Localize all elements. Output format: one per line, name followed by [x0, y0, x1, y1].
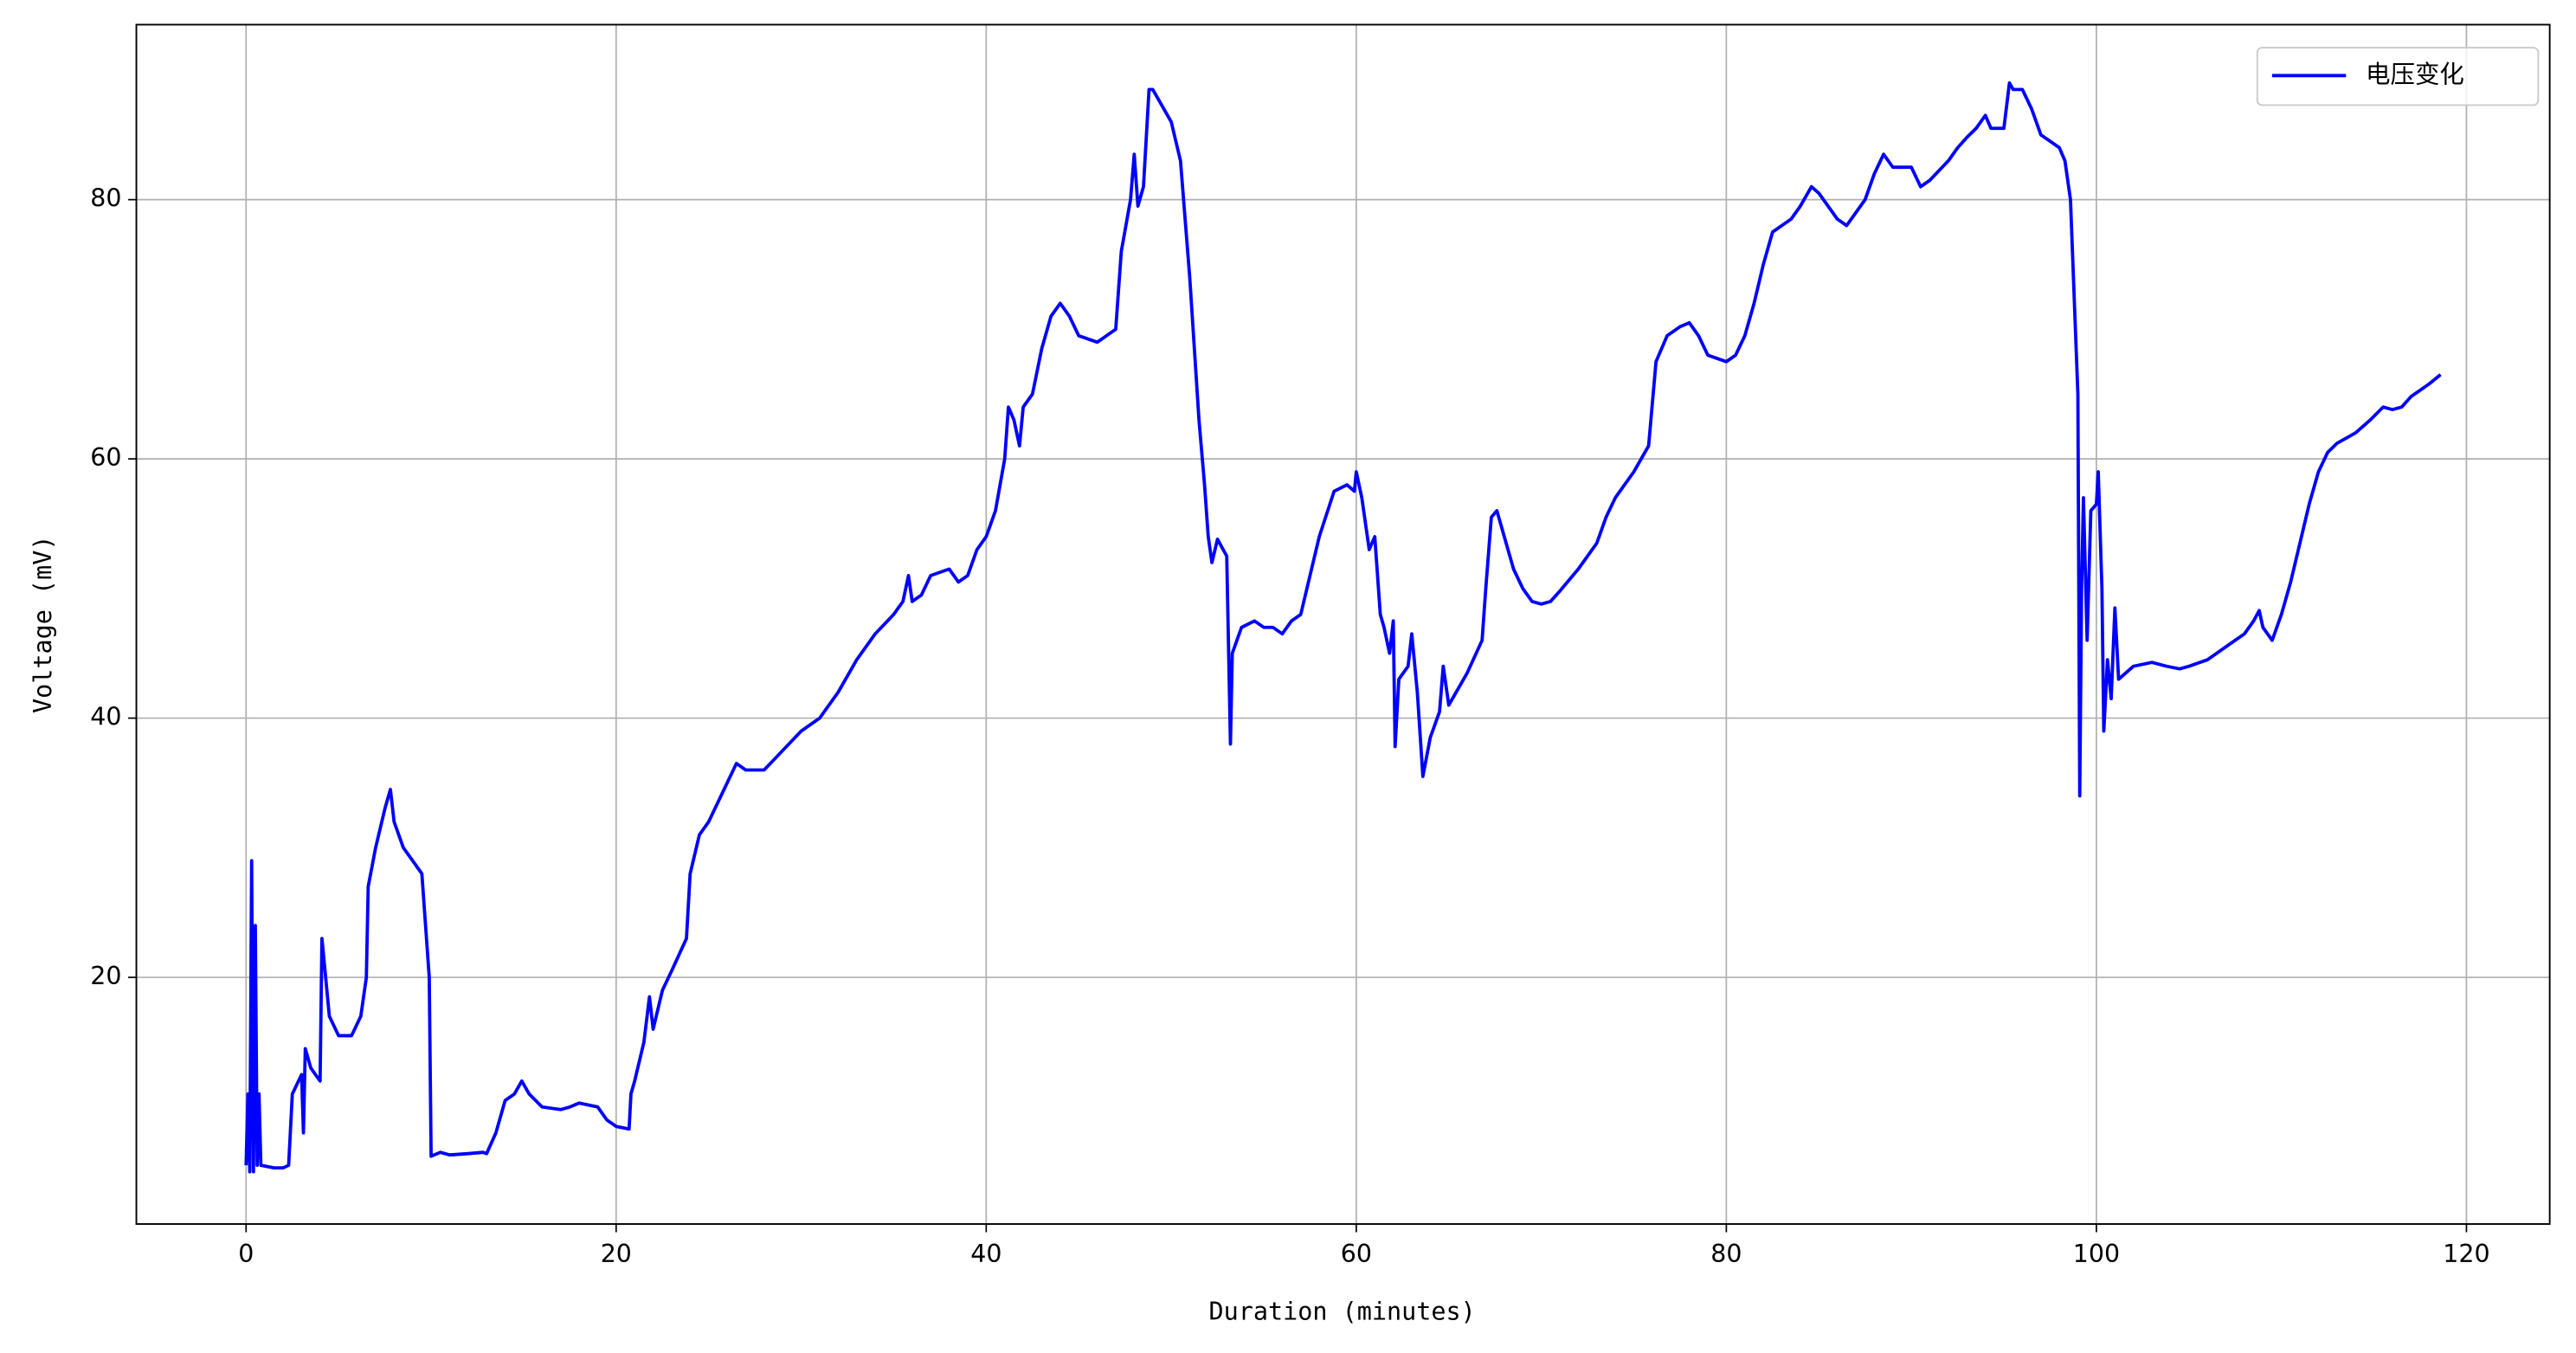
y-tick-label: 20	[90, 962, 121, 990]
y-tick-label: 60	[90, 443, 121, 472]
x-tick-label: 120	[2443, 1240, 2489, 1268]
y-axis-label: Voltage (mV)	[29, 535, 57, 713]
x-tick-label: 0	[238, 1240, 254, 1268]
legend-box	[2256, 47, 2540, 106]
y-tick-label: 40	[90, 703, 121, 731]
x-axis-label: Duration (minutes)	[1208, 1297, 1475, 1325]
x-tick-label: 40	[970, 1240, 1001, 1268]
x-tick-label: 20	[601, 1240, 632, 1268]
x-tick-label: 80	[1710, 1240, 1742, 1268]
y-tick-label: 80	[90, 184, 121, 213]
x-tick-label: 60	[1341, 1240, 1372, 1268]
x-tick-label: 100	[2073, 1240, 2120, 1268]
data-line	[244, 81, 2442, 1174]
legend-label: 电压变化	[2366, 60, 2464, 88]
plot-frame	[135, 23, 2551, 1225]
